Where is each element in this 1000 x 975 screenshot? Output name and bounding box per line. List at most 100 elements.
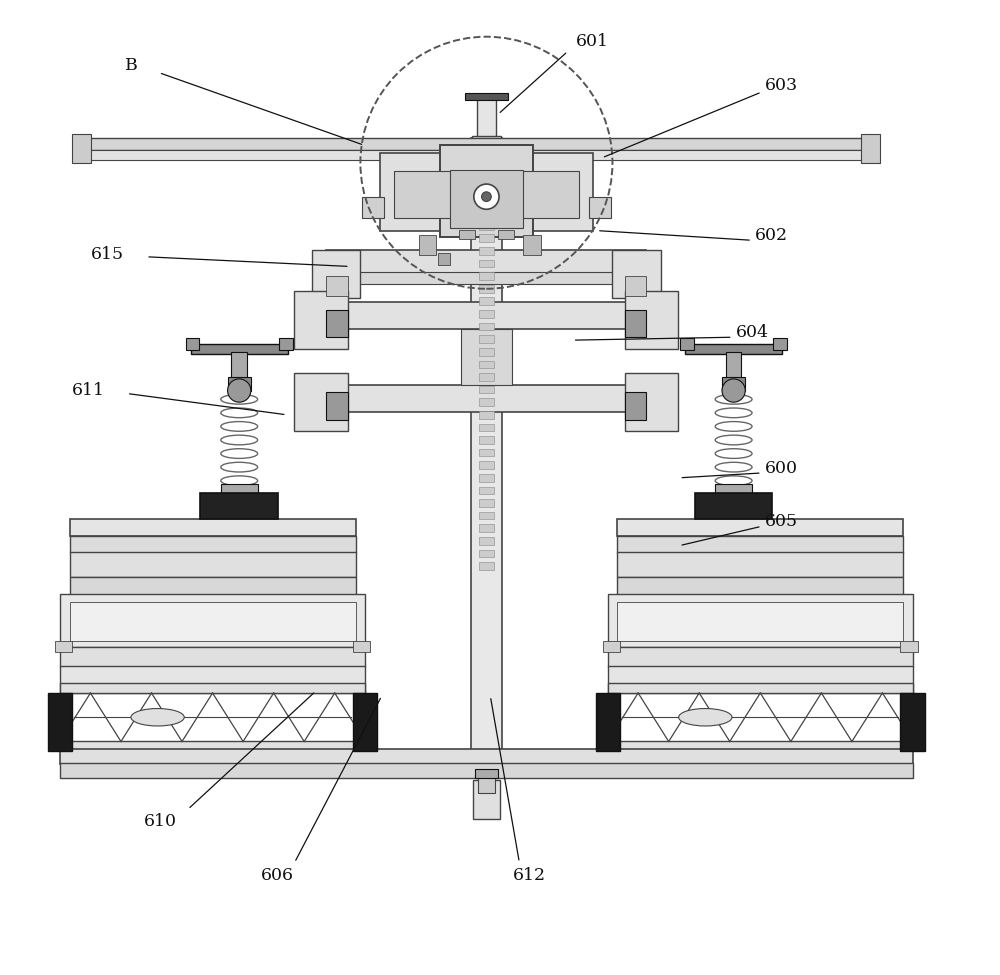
Bar: [726, 352, 741, 379]
Bar: [608, 594, 913, 647]
Bar: [479, 247, 494, 254]
Bar: [70, 519, 356, 536]
Circle shape: [482, 192, 491, 202]
Bar: [479, 335, 494, 343]
Bar: [617, 553, 903, 576]
Bar: [479, 436, 494, 444]
Bar: [603, 641, 620, 652]
Bar: [523, 235, 541, 254]
Bar: [479, 285, 494, 292]
Bar: [498, 230, 514, 239]
Bar: [440, 145, 533, 237]
Bar: [520, 172, 579, 218]
Bar: [326, 310, 348, 337]
Bar: [231, 352, 247, 379]
Bar: [478, 777, 495, 793]
Bar: [479, 361, 494, 369]
Bar: [479, 197, 494, 205]
Ellipse shape: [679, 709, 732, 726]
Bar: [479, 423, 494, 431]
Bar: [861, 134, 880, 163]
Text: 610: 610: [144, 813, 177, 831]
Bar: [596, 693, 620, 751]
Bar: [617, 536, 903, 554]
Bar: [60, 749, 913, 763]
Bar: [608, 683, 913, 693]
Bar: [322, 302, 651, 330]
Bar: [279, 338, 293, 350]
Bar: [73, 150, 878, 160]
Bar: [617, 519, 903, 536]
Bar: [479, 373, 494, 381]
Text: 600: 600: [765, 459, 798, 477]
Bar: [773, 338, 787, 350]
Text: 612: 612: [513, 867, 546, 883]
Bar: [608, 647, 913, 667]
Text: 605: 605: [765, 513, 798, 530]
Bar: [479, 410, 494, 418]
Bar: [625, 373, 678, 431]
Text: 603: 603: [765, 77, 798, 94]
Bar: [479, 310, 494, 318]
Bar: [479, 323, 494, 331]
Bar: [479, 563, 494, 570]
Bar: [479, 448, 494, 456]
Bar: [471, 138, 502, 778]
Bar: [60, 666, 365, 693]
Bar: [625, 393, 646, 419]
Bar: [589, 197, 611, 218]
Bar: [617, 576, 903, 596]
Bar: [479, 474, 494, 482]
Bar: [479, 234, 494, 242]
Text: 606: 606: [261, 867, 294, 883]
Bar: [73, 137, 878, 150]
Bar: [479, 512, 494, 520]
Bar: [477, 97, 496, 140]
Bar: [900, 641, 918, 652]
Bar: [450, 170, 523, 228]
Bar: [479, 487, 494, 494]
Bar: [70, 576, 356, 596]
Bar: [479, 348, 494, 356]
Bar: [186, 338, 199, 350]
Bar: [60, 762, 913, 778]
Bar: [608, 666, 913, 693]
Ellipse shape: [131, 709, 184, 726]
Bar: [473, 780, 500, 819]
Bar: [479, 222, 494, 230]
Bar: [55, 641, 72, 652]
Bar: [294, 291, 348, 349]
Bar: [380, 153, 472, 231]
Text: 604: 604: [736, 324, 769, 341]
Bar: [228, 377, 251, 391]
Circle shape: [722, 379, 745, 403]
Bar: [72, 134, 91, 163]
Bar: [479, 399, 494, 406]
Bar: [294, 373, 348, 431]
Bar: [70, 536, 356, 554]
Bar: [608, 742, 913, 751]
Bar: [479, 184, 494, 192]
Bar: [685, 344, 782, 354]
Bar: [200, 493, 278, 519]
Bar: [479, 461, 494, 469]
Bar: [353, 693, 377, 751]
Bar: [353, 641, 370, 652]
Bar: [617, 602, 903, 641]
Bar: [625, 276, 646, 295]
Bar: [465, 93, 508, 99]
Bar: [60, 594, 365, 647]
Bar: [459, 230, 475, 239]
Bar: [479, 210, 494, 217]
Bar: [722, 377, 745, 391]
Bar: [479, 272, 494, 280]
Bar: [715, 484, 752, 495]
Bar: [326, 250, 646, 274]
Bar: [479, 537, 494, 545]
Bar: [612, 250, 661, 298]
Bar: [326, 276, 348, 295]
Bar: [475, 768, 498, 778]
Bar: [695, 493, 772, 519]
Bar: [419, 235, 436, 254]
Bar: [362, 197, 384, 218]
